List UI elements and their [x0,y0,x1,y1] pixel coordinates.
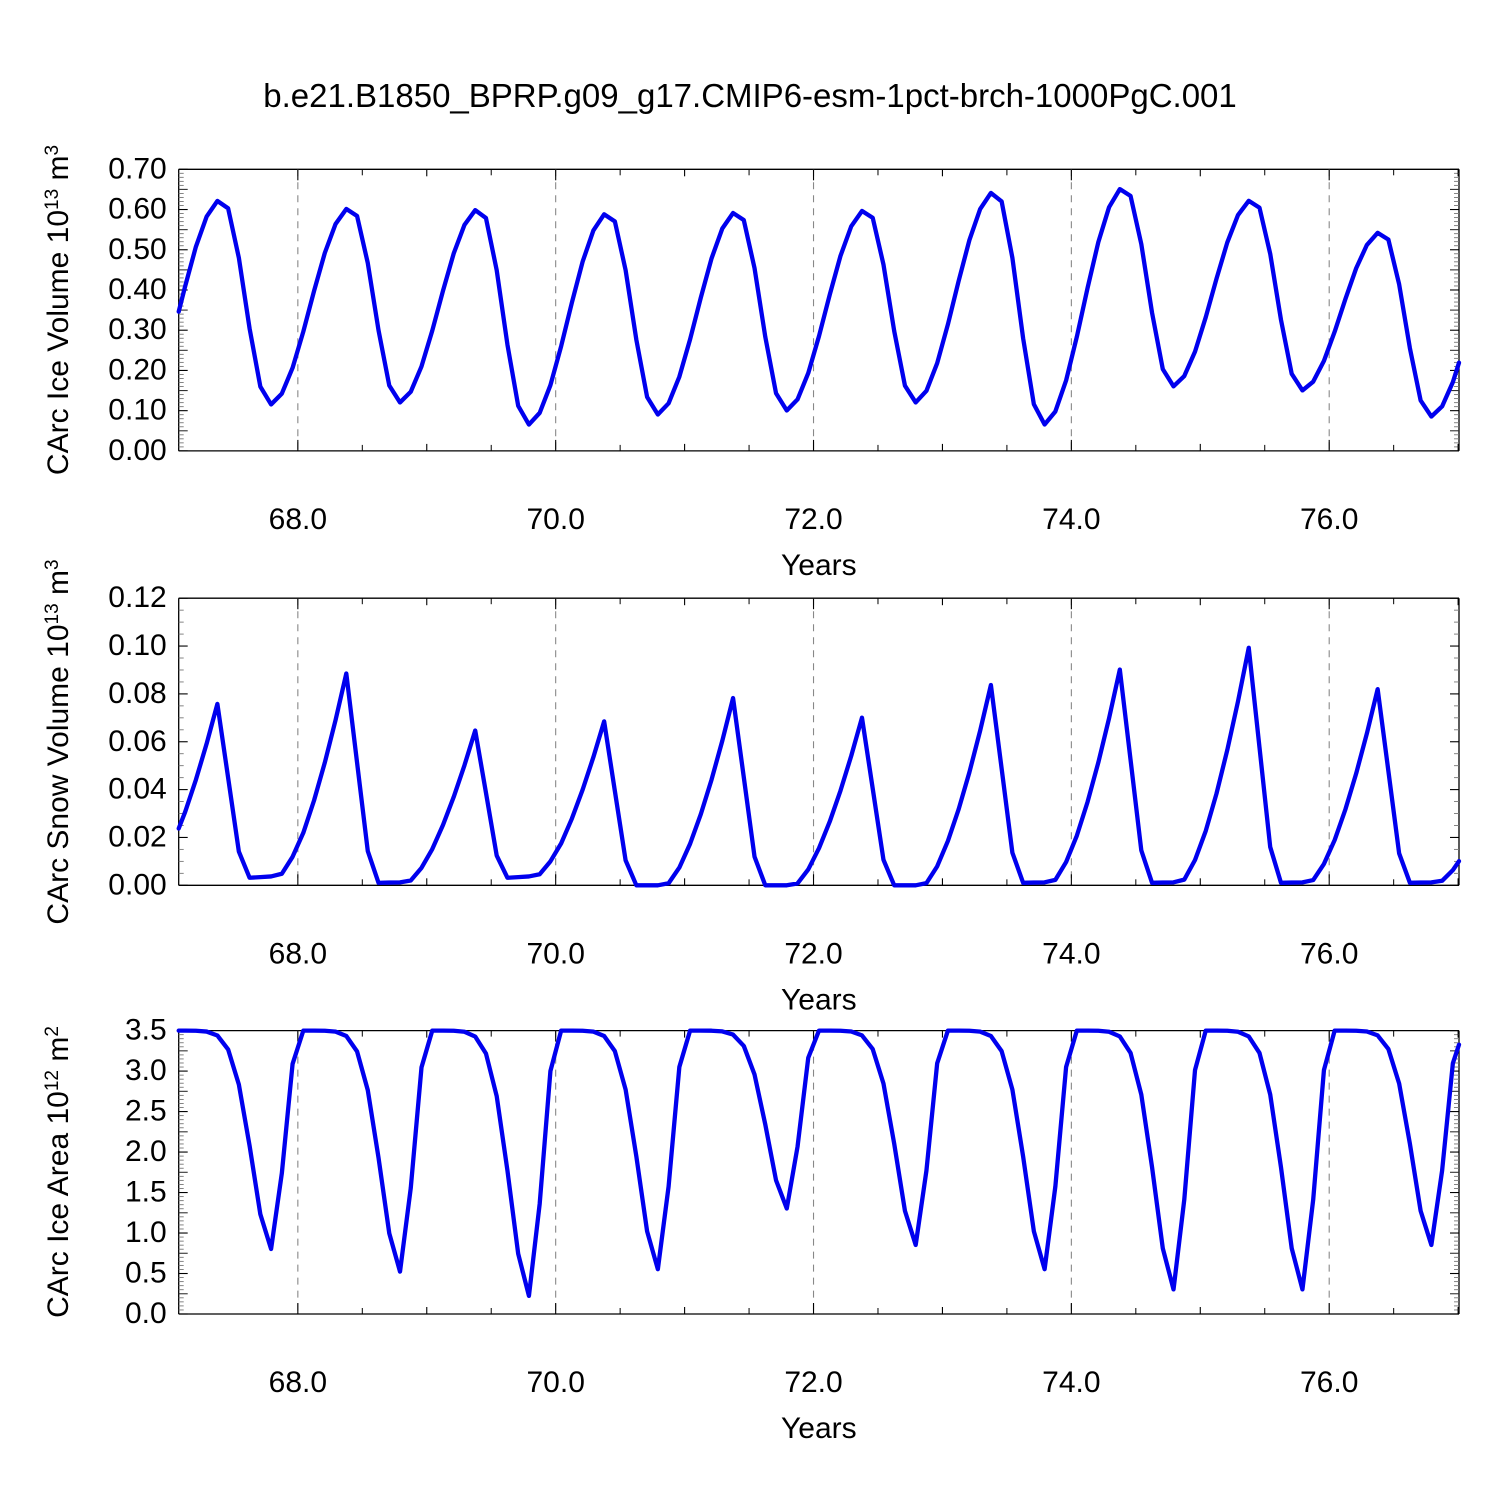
svg-text:0.06: 0.06 [108,725,166,758]
svg-text:2.0: 2.0 [125,1135,167,1168]
svg-text:68.0: 68.0 [269,937,327,970]
svg-text:0.60: 0.60 [108,193,166,226]
svg-text:2.5: 2.5 [125,1095,167,1128]
svg-text:74.0: 74.0 [1042,937,1100,970]
svg-text:0.70: 0.70 [108,152,166,185]
svg-text:3.5: 3.5 [125,1014,167,1047]
svg-text:72.0: 72.0 [784,503,842,536]
svg-text:70.0: 70.0 [526,1366,584,1399]
svg-text:0.10: 0.10 [108,394,166,427]
svg-text:0.12: 0.12 [108,581,166,614]
svg-text:68.0: 68.0 [269,1366,327,1399]
svg-text:70.0: 70.0 [526,503,584,536]
svg-text:0.04: 0.04 [108,773,166,806]
svg-text:b.e21.B1850_BPRP.g09_g17.CMIP6: b.e21.B1850_BPRP.g09_g17.CMIP6-esm-1pct-… [263,77,1237,114]
svg-text:0.20: 0.20 [108,353,166,386]
svg-text:0.10: 0.10 [108,629,166,662]
svg-text:72.0: 72.0 [784,1366,842,1399]
svg-text:74.0: 74.0 [1042,1366,1100,1399]
svg-text:0.50: 0.50 [108,233,166,266]
svg-text:0.00: 0.00 [108,434,166,467]
svg-text:72.0: 72.0 [784,937,842,970]
svg-text:0.00: 0.00 [108,868,166,901]
svg-text:Years: Years [781,983,857,1016]
svg-text:1.5: 1.5 [125,1176,167,1209]
svg-text:0.08: 0.08 [108,677,166,710]
svg-text:CArc Ice Area 1012 m2: CArc Ice Area 1012 m2 [42,1026,75,1318]
svg-text:0.5: 0.5 [125,1257,167,1290]
svg-text:0.0: 0.0 [125,1297,167,1330]
svg-text:68.0: 68.0 [269,503,327,536]
svg-text:76.0: 76.0 [1300,1366,1358,1399]
svg-text:Years: Years [781,549,857,582]
svg-text:0.30: 0.30 [108,313,166,346]
svg-text:0.40: 0.40 [108,273,166,306]
svg-text:70.0: 70.0 [526,937,584,970]
svg-text:3.0: 3.0 [125,1054,167,1087]
svg-text:Years: Years [781,1412,857,1445]
svg-text:1.0: 1.0 [125,1216,167,1249]
svg-text:76.0: 76.0 [1300,937,1358,970]
svg-text:76.0: 76.0 [1300,503,1358,536]
svg-text:0.02: 0.02 [108,820,166,853]
svg-text:74.0: 74.0 [1042,503,1100,536]
